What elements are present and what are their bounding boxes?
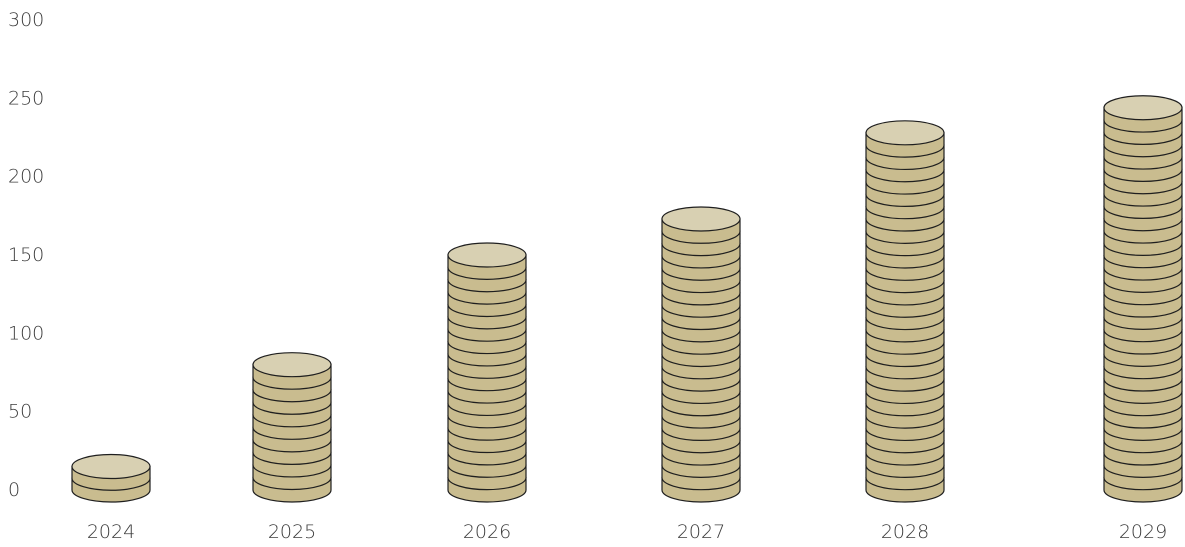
coin-stack-top bbox=[865, 120, 945, 146]
coin-stack-2026 bbox=[447, 242, 527, 503]
coin-stack-2024 bbox=[71, 453, 151, 503]
y-axis: 0 50 100 150 200 250 300 bbox=[8, 9, 44, 501]
x-tick-label: 2025 bbox=[268, 521, 316, 543]
coin-stacks bbox=[71, 95, 1183, 503]
x-tick-label: 2029 bbox=[1119, 521, 1167, 543]
coin-stack-2028 bbox=[865, 120, 945, 503]
y-tick-label: 200 bbox=[8, 166, 44, 188]
y-tick-label: 150 bbox=[8, 244, 44, 266]
coin-stack-top bbox=[71, 453, 151, 480]
x-tick-label: 2024 bbox=[87, 521, 135, 543]
y-tick-label: 300 bbox=[8, 9, 44, 31]
x-tick-label: 2026 bbox=[463, 521, 511, 543]
y-tick-label: 250 bbox=[8, 87, 44, 109]
x-tick-label: 2027 bbox=[677, 521, 725, 543]
coin-stack-2027 bbox=[661, 206, 741, 503]
coin-stack-top bbox=[661, 206, 741, 232]
y-tick-label: 0 bbox=[8, 479, 20, 501]
coin-stack-top bbox=[252, 352, 332, 378]
coin-stack-2025 bbox=[252, 352, 332, 503]
x-tick-label: 2028 bbox=[881, 521, 929, 543]
y-tick-label: 100 bbox=[8, 322, 44, 344]
y-tick-label: 50 bbox=[8, 401, 32, 423]
coin-stack-2029 bbox=[1103, 95, 1183, 503]
coin-stack-top bbox=[1103, 95, 1183, 121]
coin-stack-top bbox=[447, 242, 527, 268]
x-axis: 2024 2025 2026 2027 2028 2029 bbox=[87, 521, 1167, 543]
